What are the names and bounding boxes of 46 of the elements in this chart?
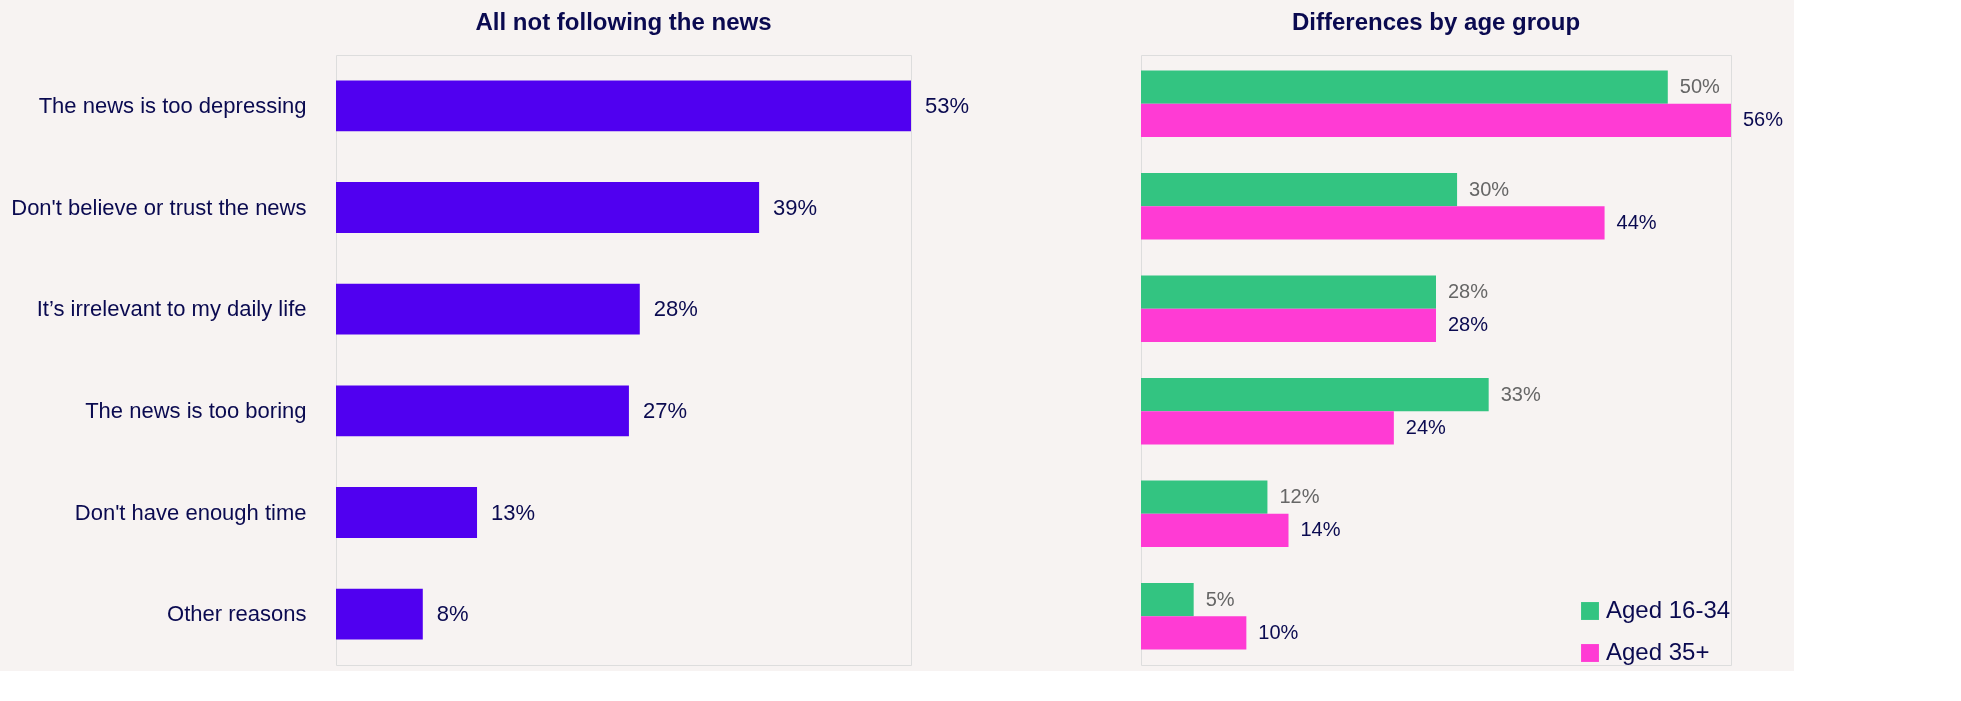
bar [336, 283, 640, 335]
bar [336, 588, 423, 640]
data-label: 14% [1300, 518, 1341, 541]
data-label: 27% [642, 397, 687, 423]
bar [336, 487, 478, 538]
data-label: 12% [1279, 485, 1320, 508]
data-label: 28% [1448, 280, 1489, 303]
data-label: 30% [1469, 177, 1510, 200]
bar [336, 385, 629, 437]
data-label: 56% [1743, 108, 1784, 131]
bar [336, 80, 911, 132]
data-label: 39% [773, 194, 818, 220]
data-label: 13% [491, 499, 536, 525]
bar [1141, 513, 1289, 548]
bar [1141, 275, 1436, 309]
data-label: 53% [925, 92, 970, 118]
data-label: 44% [1616, 210, 1657, 233]
data-label: 28% [653, 296, 698, 322]
data-label: 50% [1679, 75, 1721, 98]
bar [1141, 616, 1247, 650]
bar [1141, 172, 1458, 207]
y-tick-label: The news is too boring [85, 397, 307, 423]
bar [1141, 103, 1731, 138]
chart-title: Differences by age group [1291, 8, 1581, 35]
bar [1141, 377, 1489, 412]
legend-label: Aged 16-34 [1606, 596, 1731, 623]
data-label: 28% [1448, 313, 1489, 336]
bar [1141, 70, 1668, 104]
legend-label: Aged 35+ [1606, 638, 1710, 665]
y-tick-label: Don't believe or trust the news [11, 194, 307, 220]
data-label: 33% [1500, 382, 1541, 405]
y-tick-label: It’s irrelevant to my daily life [36, 296, 307, 322]
data-label: 24% [1405, 415, 1447, 438]
bar [1141, 206, 1605, 240]
data-label: 10% [1258, 620, 1299, 643]
y-tick-label: The news is too depressing [38, 92, 307, 118]
chart-title: All not following the news [475, 8, 772, 35]
bar [1141, 308, 1436, 343]
bar [1141, 582, 1194, 617]
data-label: 8% [436, 601, 469, 627]
data-label: 5% [1205, 587, 1235, 610]
bar [1141, 480, 1268, 514]
y-tick-label: Don't have enough time [74, 499, 307, 525]
bar [1141, 411, 1394, 445]
y-tick-label: Other reasons [167, 601, 307, 627]
bar [336, 182, 760, 233]
